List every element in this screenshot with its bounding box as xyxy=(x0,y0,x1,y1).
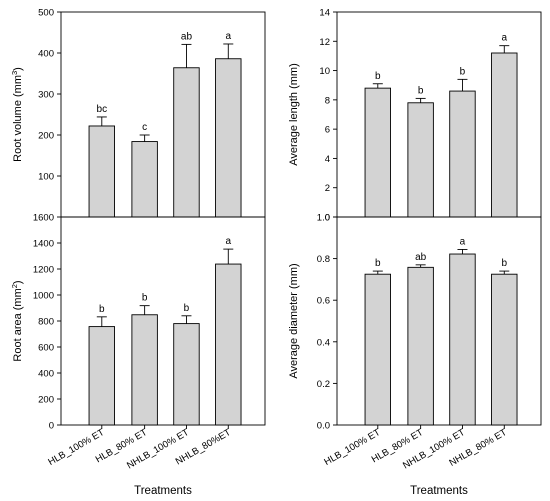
significance-label: b xyxy=(375,71,381,82)
y-tick-label: 500 xyxy=(38,8,54,19)
y-tick-label: 1200 xyxy=(33,265,54,276)
y-tick-label: 400 xyxy=(38,49,54,60)
plot-frame xyxy=(336,216,542,426)
y-axis-label: Average length (mm) xyxy=(288,63,300,166)
x-axis-label: Treatments xyxy=(134,485,192,497)
y-tick-label: 0.0 xyxy=(317,421,330,432)
y-tick-label: 14 xyxy=(319,8,330,19)
y-tick-label: 4 xyxy=(325,154,330,165)
significance-label: b xyxy=(460,66,466,77)
bar xyxy=(131,314,158,426)
bar xyxy=(449,90,476,218)
significance-label: b xyxy=(184,303,190,314)
panel-average-length: 0 2 4 6 8 10 12 14 Average length (mm) b b b a xyxy=(288,8,542,224)
y-tick-label: 8 xyxy=(325,95,330,106)
y-tick-label: 1000 xyxy=(33,291,54,302)
y-tick-label: 200 xyxy=(38,395,54,406)
y-tick-label: 2 xyxy=(325,183,330,194)
bar xyxy=(407,266,434,426)
bar xyxy=(215,58,242,218)
significance-label: ab xyxy=(415,252,427,263)
y-tick-label: 1.0 xyxy=(317,213,330,224)
y-tick-label: 600 xyxy=(38,343,54,354)
bar xyxy=(88,326,116,426)
y-tick-label: 300 xyxy=(38,90,54,101)
significance-label: b xyxy=(375,258,381,269)
significance-label: b xyxy=(418,85,424,96)
y-tick-label: 0.2 xyxy=(317,379,330,390)
bar xyxy=(364,273,391,426)
bar xyxy=(173,323,200,426)
bar xyxy=(407,102,434,218)
bar xyxy=(449,253,476,426)
y-tick-label: 6 xyxy=(325,125,330,136)
significance-label: bc xyxy=(97,104,108,115)
y-axis-label: Root area (mm2) xyxy=(10,280,24,361)
y-tick-label: 0 xyxy=(325,213,330,224)
significance-label: b xyxy=(99,304,105,315)
y-tick-label: 0.4 xyxy=(317,337,330,348)
bar xyxy=(173,67,200,218)
y-tick-label: 400 xyxy=(38,369,54,380)
bar xyxy=(131,141,158,218)
y-axis-label: Root volume (mm3) xyxy=(10,67,24,162)
significance-label: a xyxy=(501,33,507,44)
y-tick-label: 0.6 xyxy=(317,296,330,307)
significance-label: a xyxy=(460,236,466,247)
significance-label: a xyxy=(225,236,231,247)
y-tick-label: 1400 xyxy=(33,239,54,250)
y-tick-label: 0 xyxy=(49,421,54,432)
panel-root-area: 0 200 400 600 800 1000 1200 1400 1600 Root area (… xyxy=(10,213,266,497)
significance-label: b xyxy=(142,293,148,304)
y-tick-label: 12 xyxy=(319,37,330,48)
y-tick-label: 100 xyxy=(38,172,54,183)
significance-label: c xyxy=(142,122,147,133)
bar xyxy=(88,125,116,218)
bar xyxy=(215,263,242,426)
significance-label: a xyxy=(225,31,231,42)
y-tick-label: 1600 xyxy=(33,213,54,224)
y-tick-label: 200 xyxy=(38,131,54,142)
x-axis-label: Treatments xyxy=(410,485,468,497)
bar xyxy=(491,52,518,218)
bar xyxy=(491,273,518,426)
significance-label: ab xyxy=(181,31,193,42)
panel-average-diameter: 0.0 0.2 0.4 0.6 0.8 1.0 Average diameter (mm) b… xyxy=(288,213,542,497)
bar xyxy=(364,87,391,218)
y-tick-label: 0.8 xyxy=(317,254,330,265)
panel-root-volume: 100 200 300 400 500 Root volume (mm3) bc c ab a xyxy=(10,8,266,218)
y-tick-label: 800 xyxy=(38,317,54,328)
y-tick-label: 10 xyxy=(319,66,330,77)
significance-label: b xyxy=(501,258,507,269)
y-axis-label: Average diameter (mm) xyxy=(288,263,300,378)
